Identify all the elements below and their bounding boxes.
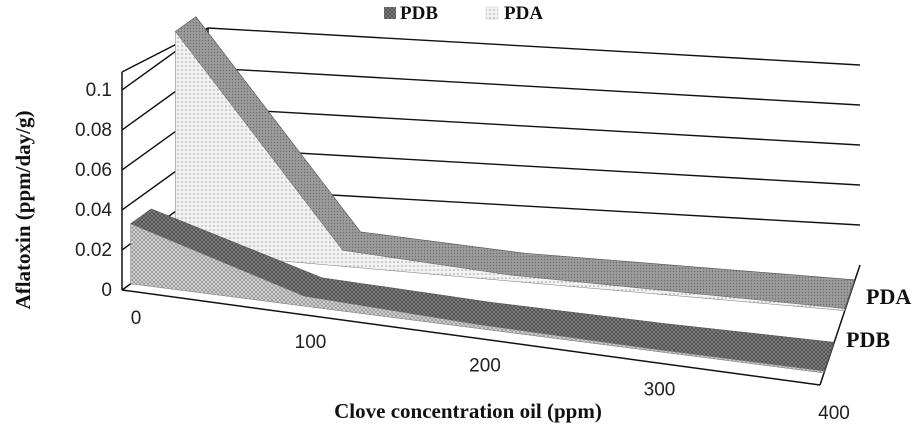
legend-swatch-pdb (384, 7, 396, 19)
back-gridline-3 (207, 107, 861, 146)
legend: PDB PDA (384, 3, 543, 24)
series-pdb-end (823, 342, 834, 374)
y-tick-label: 0.04 (75, 200, 112, 221)
back-gridline-5 (207, 27, 861, 66)
depth-label-pdb: PDB (846, 327, 890, 352)
x-ticks: 0 100 200 300 400 (131, 308, 850, 424)
x-tick-label: 0 (131, 308, 142, 329)
y-tick-label: 0.1 (86, 80, 112, 101)
y-tick-label: 0.08 (75, 120, 112, 141)
legend-label-pda: PDA (504, 3, 543, 24)
x-axis-title: Clove concentration oil (ppm) (334, 399, 602, 423)
y-ticks: 0 0.02 0.04 0.06 0.08 0.1 (75, 80, 112, 301)
x-tick-label: 200 (469, 356, 501, 377)
x-axis-line (121, 289, 821, 386)
x-tick-label: 400 (818, 403, 850, 424)
legend-label-pdb: PDB (400, 3, 438, 24)
y-axis-title: Aflatoxin (ppm/day/g) (11, 111, 35, 310)
x-tick-label: 300 (644, 379, 676, 400)
y-tick-label: 0.06 (75, 160, 112, 181)
depth-label-pda: PDA (866, 284, 911, 309)
back-gridline-2 (207, 147, 861, 186)
series-layer (129, 16, 855, 374)
series-pda-end (844, 279, 855, 311)
y-tick-label: 0.02 (75, 240, 112, 261)
legend-swatch-pda (485, 6, 499, 20)
y-tick-label: 0 (101, 280, 112, 301)
x-tick-label: 100 (295, 332, 327, 353)
back-gridline-4 (207, 67, 861, 106)
